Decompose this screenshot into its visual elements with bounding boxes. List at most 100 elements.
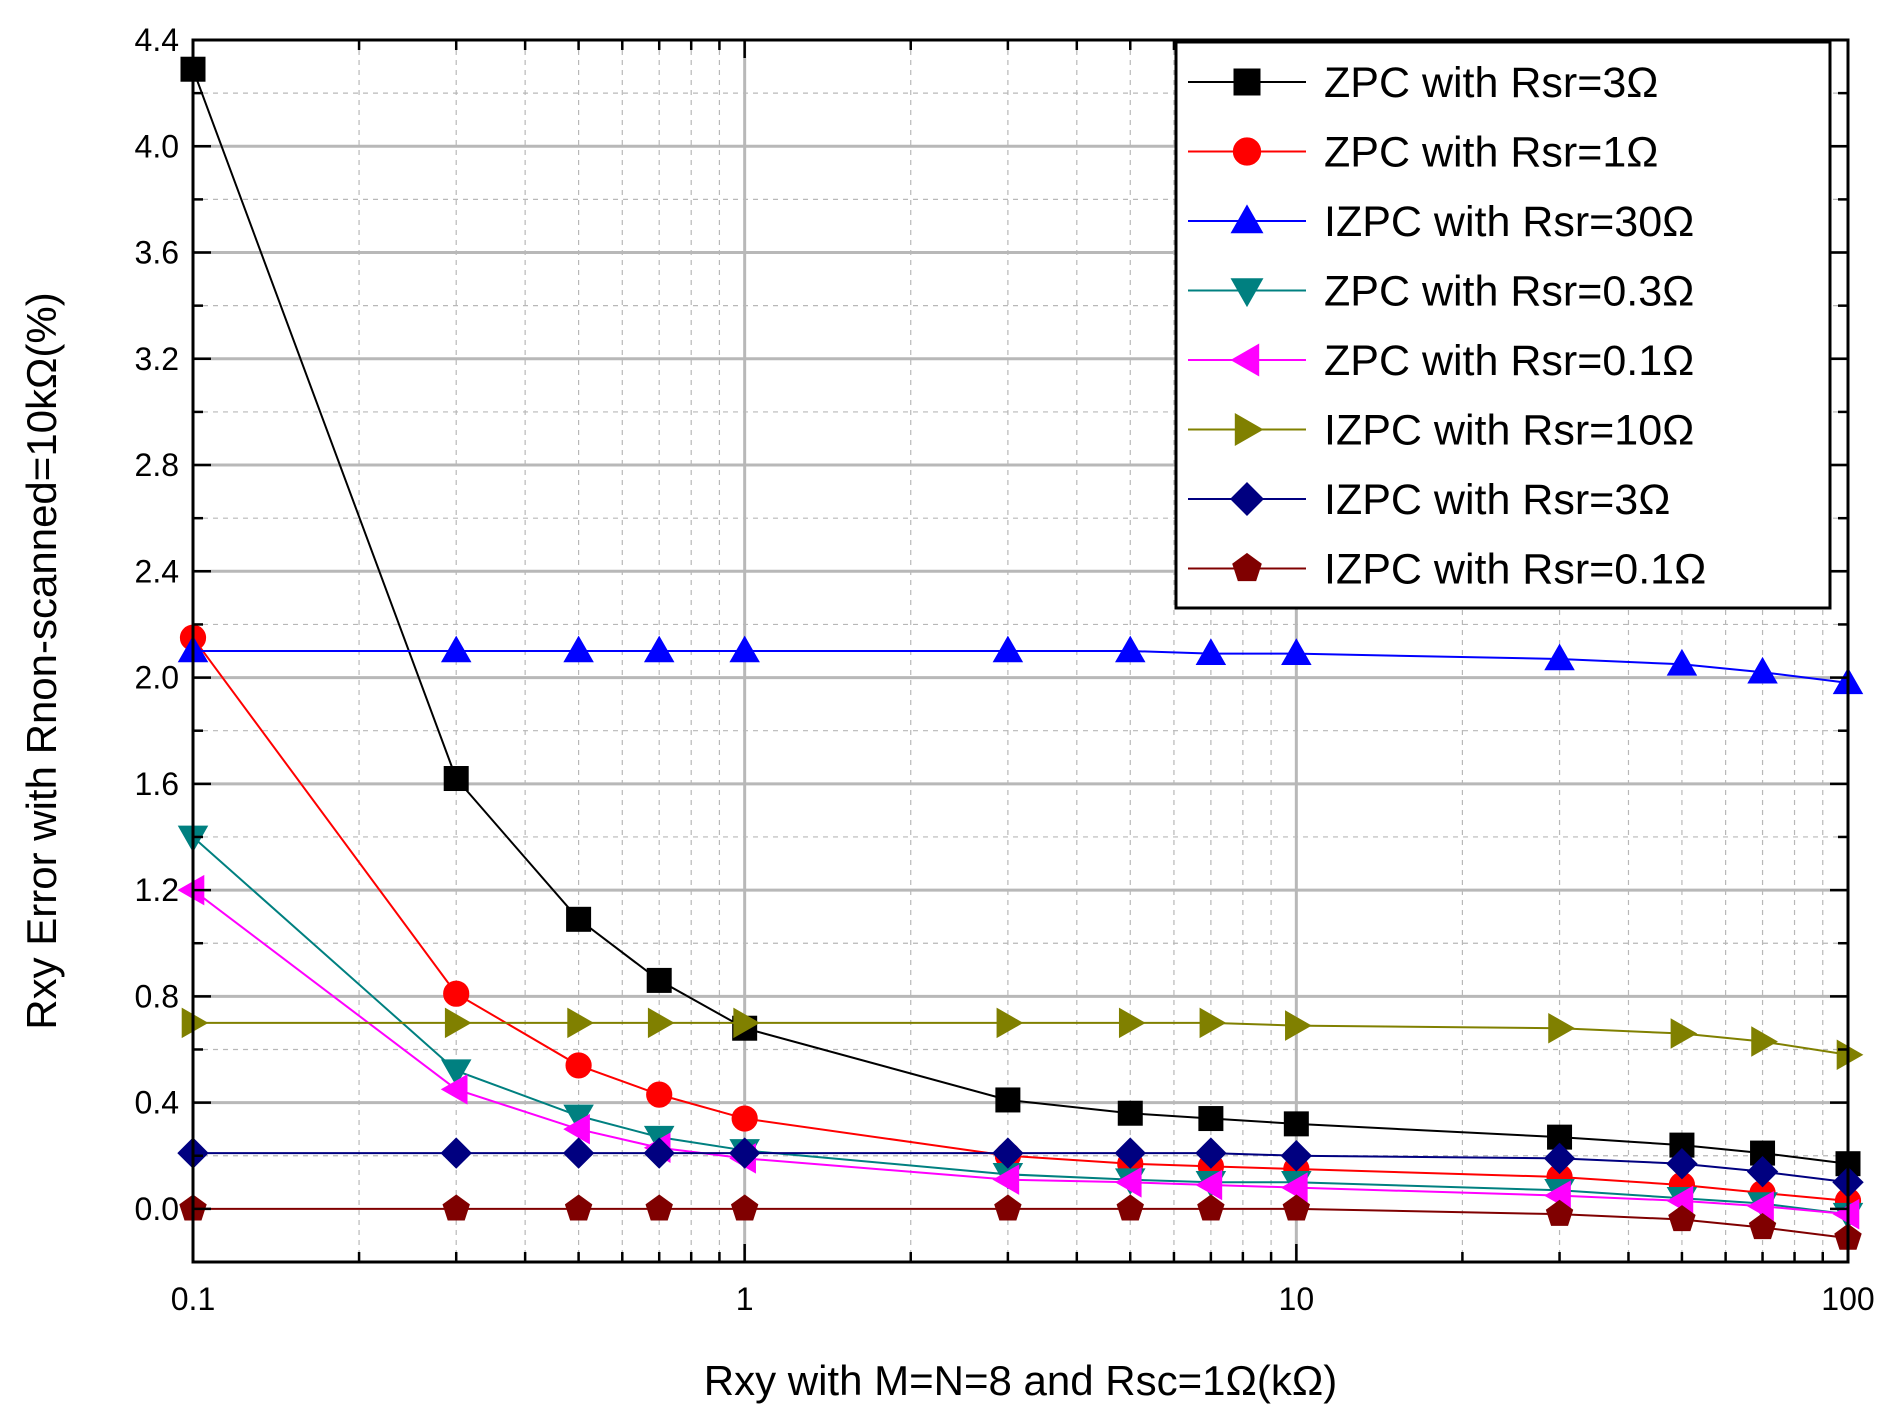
- data-point: [181, 1007, 209, 1039]
- data-point: [1195, 638, 1227, 665]
- data-point: [1114, 1137, 1146, 1169]
- data-point: [1543, 1142, 1576, 1175]
- data-point: [1285, 1010, 1312, 1041]
- data-point: [1748, 1213, 1777, 1240]
- data-point: [992, 1164, 1020, 1195]
- x-tick-label: 10: [1279, 1281, 1315, 1317]
- data-point: [646, 1081, 673, 1108]
- data-point: [566, 906, 592, 932]
- series-7: [177, 1137, 1864, 1199]
- series-6: [181, 1007, 1864, 1071]
- y-axis-title: Rxy Error with Rnon-scanned=10kΩ(%): [18, 292, 65, 1030]
- data-point: [1118, 1007, 1146, 1039]
- data-point: [563, 1113, 590, 1145]
- data-point: [1832, 1198, 1860, 1230]
- y-tick-label: 1.6: [135, 766, 179, 802]
- data-point: [563, 635, 594, 663]
- legend-label: ZPC with Rsr=0.3Ω: [1324, 268, 1694, 316]
- data-point: [1280, 1140, 1313, 1172]
- data-point: [731, 1105, 758, 1132]
- data-point: [645, 1194, 673, 1221]
- legend-item: IZPC with Rsr=10Ω: [1188, 407, 1694, 455]
- data-point: [1670, 1018, 1698, 1049]
- data-point: [440, 1137, 472, 1169]
- series-3: [177, 635, 1864, 695]
- plot-frame: [191, 38, 1850, 1264]
- legend-marker: [1232, 137, 1262, 166]
- data-point: [443, 766, 469, 792]
- data-point: [1747, 1190, 1774, 1222]
- data-point: [995, 1087, 1021, 1113]
- data-point: [992, 635, 1024, 663]
- data-point: [1280, 1172, 1308, 1203]
- data-point: [440, 1059, 472, 1087]
- data-point: [646, 967, 672, 993]
- legend-marker: [1233, 68, 1261, 96]
- data-point: [733, 1007, 761, 1039]
- data-point: [643, 1137, 675, 1169]
- legend-label: ZPC with Rsr=1Ω: [1324, 129, 1658, 177]
- data-point: [1199, 1007, 1227, 1039]
- data-point: [729, 635, 760, 663]
- y-tick-label: 2.4: [135, 553, 179, 589]
- data-point: [643, 635, 675, 663]
- x-axis-title: Rxy with M=N=8 and Rsc=1Ω(kΩ): [704, 1357, 1338, 1404]
- legend-label: IZPC with Rsr=30Ω: [1324, 198, 1694, 246]
- y-tick-label: 0.0: [135, 1191, 179, 1227]
- y-tick-label: 2.0: [135, 660, 179, 696]
- data-point: [1666, 648, 1698, 676]
- legend-marker: [1230, 278, 1264, 308]
- y-tick-label: 3.2: [135, 341, 179, 377]
- data-point: [1746, 1155, 1779, 1188]
- data-point: [444, 1007, 472, 1039]
- data-point: [564, 1194, 593, 1221]
- data-point: [440, 1074, 468, 1105]
- data-point: [1666, 1148, 1698, 1180]
- y-tick-label: 0.4: [135, 1085, 179, 1121]
- data-point: [443, 980, 470, 1007]
- series-8: [179, 1194, 1862, 1250]
- data-point: [992, 1137, 1024, 1169]
- legend-item: ZPC with Rsr=3Ω: [1188, 59, 1658, 107]
- data-point: [1195, 1137, 1227, 1169]
- legend-label: ZPC with Rsr=0.1Ω: [1324, 337, 1694, 385]
- data-point: [1198, 1106, 1224, 1132]
- data-point: [1116, 1194, 1144, 1221]
- legend-item: ZPC with Rsr=0.1Ω: [1188, 337, 1694, 385]
- data-point: [1751, 1026, 1778, 1057]
- legend-label: ZPC with Rsr=3Ω: [1324, 59, 1658, 107]
- legend-item: IZPC with Rsr=3Ω: [1188, 476, 1670, 524]
- data-point: [1548, 1012, 1575, 1044]
- legend-marker: [1232, 552, 1262, 582]
- legend-marker: [1230, 204, 1264, 234]
- y-tick-label: 4.4: [135, 22, 179, 58]
- data-point: [1282, 1194, 1311, 1221]
- data-point: [1545, 1199, 1574, 1226]
- legend-label: IZPC with Rsr=10Ω: [1324, 407, 1694, 455]
- data-point: [1836, 1039, 1864, 1071]
- legend-item: ZPC with Rsr=0.3Ω: [1188, 268, 1694, 316]
- y-tick-label: 2.8: [135, 447, 179, 483]
- data-point: [1747, 656, 1778, 684]
- data-point: [440, 635, 472, 663]
- x-tick-label: 0.1: [171, 1281, 215, 1317]
- tick-labels: 0.0 0.4 0.8 1.2 1.6 2.0 2.4 2.8 3.2 3.6 4.0 4.4 0.1 1…: [135, 22, 1875, 1317]
- data-point: [1197, 1194, 1225, 1221]
- data-point: [647, 1007, 675, 1039]
- data-point: [1195, 1169, 1223, 1201]
- data-point: [996, 1007, 1024, 1039]
- data-point: [728, 1137, 761, 1169]
- data-point: [730, 1194, 759, 1221]
- legend-item: IZPC with Rsr=0.1Ω: [1188, 546, 1706, 594]
- data-point: [442, 1194, 470, 1221]
- legend-item: IZPC with Rsr=30Ω: [1188, 198, 1694, 246]
- y-tick-label: 3.6: [135, 235, 179, 271]
- legend-marker: [1230, 343, 1260, 377]
- legend-box: [1174, 40, 1832, 610]
- y-tick-label: 1.2: [135, 872, 179, 908]
- legend-marker: [1230, 482, 1264, 516]
- series-layer: [177, 56, 1864, 1250]
- y-tick-label: 0.8: [135, 978, 179, 1014]
- data-point: [1281, 638, 1312, 665]
- legend: ZPC with Rsr=3Ω ZPC with Rsr=1Ω IZPC with …: [1174, 40, 1832, 610]
